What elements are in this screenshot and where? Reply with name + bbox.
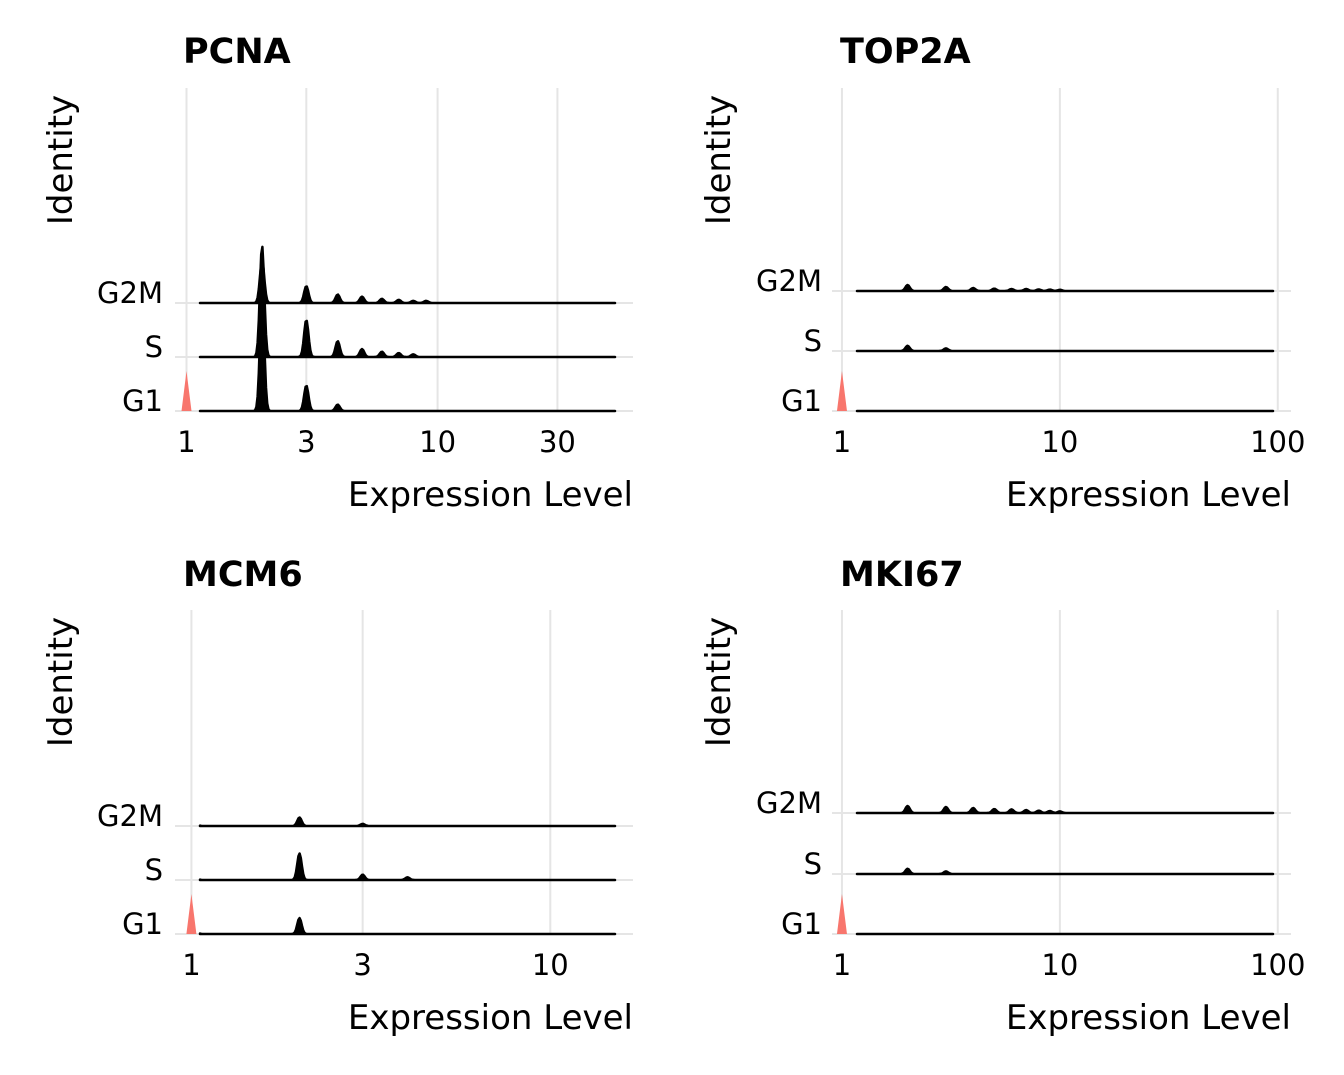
ridge-s	[198, 245, 617, 359]
y-tick-label: G2M	[756, 264, 822, 298]
y-tick-label: S	[804, 847, 822, 881]
ridge-g1	[198, 296, 617, 413]
ridge-g1	[198, 916, 617, 936]
ridge-fill-g1	[836, 894, 847, 934]
ridge-fill-g1	[181, 371, 192, 411]
y-tick-label: G1	[781, 907, 822, 941]
y-tick-label: G1	[122, 907, 163, 941]
x-tick-label: 1	[182, 948, 200, 982]
y-tick-label: G2M	[97, 276, 163, 310]
ridge-fill-g1	[836, 371, 847, 411]
y-axis-title: Identity	[41, 95, 81, 225]
y-tick-label: S	[145, 330, 163, 364]
x-tick-label: 3	[297, 425, 315, 459]
x-tick-label: 100	[1250, 948, 1305, 982]
panel-title: TOP2A	[840, 32, 971, 72]
x-tick-label: 100	[1250, 425, 1305, 459]
panel-mcm6: G1 S G2M 1 3 10 MCM6 Expression Level Identity	[41, 555, 633, 1038]
y-tick-label: G2M	[97, 799, 163, 833]
x-tick-label: 3	[353, 948, 371, 982]
y-tick-label: S	[804, 324, 822, 358]
x-tick-label: 30	[539, 425, 576, 459]
ridge-s	[198, 852, 617, 882]
x-tick-label: 10	[1041, 948, 1078, 982]
ridge-g2m	[855, 283, 1275, 293]
x-tick-label: 10	[1041, 425, 1078, 459]
y-tick-label: G2M	[756, 786, 822, 820]
panel-pcna: G1 S G2M 1 3 10 30 PCNA Expression Level Identity	[41, 32, 633, 515]
x-axis-title: Expression Level	[348, 475, 633, 515]
panel-title: MCM6	[183, 555, 303, 595]
ridge-fill-g1	[186, 894, 197, 934]
ridge-s	[855, 867, 1275, 876]
panel-mki67: G1 S G2M 1 10 100 MKI67 Expression Level Identit…	[699, 555, 1305, 1038]
ridge-s	[855, 344, 1275, 353]
panel-title: MKI67	[840, 555, 964, 595]
panel-title: PCNA	[183, 32, 291, 72]
x-tick-label: 10	[419, 425, 456, 459]
y-tick-label: G1	[781, 384, 822, 418]
x-tick-label: 1	[177, 425, 195, 459]
y-tick-label: G1	[122, 384, 163, 418]
panel-top2a: G1 S G2M 1 10 100 TOP2A Expression Level Identit…	[699, 32, 1305, 515]
ridge-g2m	[198, 816, 617, 828]
y-axis-title: Identity	[699, 95, 739, 225]
ridge-g2m	[855, 804, 1275, 815]
ridge-g2m	[198, 259, 617, 305]
x-tick-label: 1	[833, 425, 851, 459]
x-axis-title: Expression Level	[348, 998, 633, 1038]
x-tick-label: 1	[833, 948, 851, 982]
y-axis-title: Identity	[699, 617, 739, 747]
x-axis-title: Expression Level	[1006, 998, 1291, 1038]
y-tick-label: S	[145, 853, 163, 887]
x-axis-title: Expression Level	[1006, 475, 1291, 515]
y-axis-title: Identity	[41, 617, 81, 747]
x-tick-label: 10	[532, 948, 569, 982]
